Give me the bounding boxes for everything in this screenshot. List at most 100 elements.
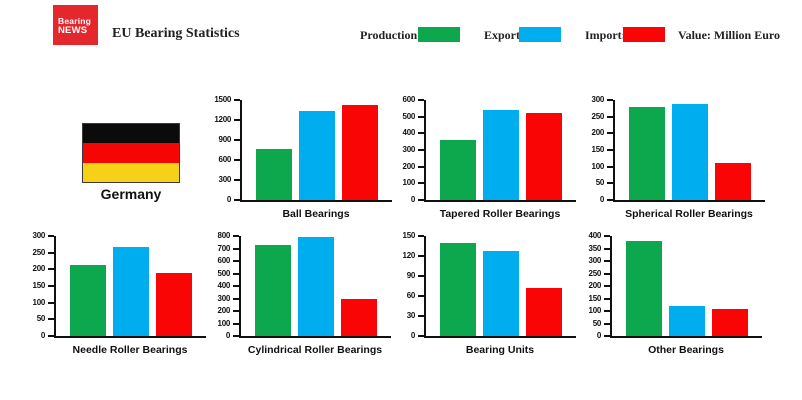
y-tick-mark [48, 335, 54, 337]
y-tick-mark [418, 335, 424, 337]
plot-area [610, 236, 762, 338]
legend-production-label: Production: [360, 28, 422, 42]
y-tick-label: 0 [40, 331, 45, 340]
y-tick-mark [233, 335, 239, 337]
flag-stripe-red [83, 143, 179, 163]
y-tick-label: 150 [402, 231, 416, 240]
chart-spherical-roller-bearings: 300 250 200 150 100 50 0 Spherical Roller Beari… [581, 92, 767, 228]
y-tick-label: 400 [402, 128, 416, 138]
bar-import [712, 309, 748, 336]
y-tick-label: 400 [217, 281, 231, 290]
y-tick-label: 200 [588, 281, 602, 290]
y-tick-label: 150 [588, 293, 602, 303]
y-tick-label: 250 [591, 111, 605, 121]
bar-export [298, 237, 334, 336]
y-tick-mark [418, 149, 424, 151]
y-tick-label: 300 [32, 231, 46, 240]
y-tick-label: 300 [218, 175, 232, 184]
y-tick-label: 400 [588, 231, 602, 240]
y-tick-mark [604, 310, 610, 312]
y-tick-mark [234, 199, 240, 201]
chart-title: Ball Bearings [282, 208, 350, 220]
y-tick-label: 1200 [214, 115, 231, 124]
y-tick-mark [234, 99, 240, 101]
legend-export-label: Export: [484, 28, 524, 42]
chart-title: Cylindrical Roller Bearings [247, 344, 383, 356]
y-tick-mark [607, 165, 613, 168]
flag-stripe-black [83, 124, 179, 144]
chart-title: Other Bearings [648, 344, 724, 356]
bar-import [341, 299, 377, 336]
y-tick-label: 600 [402, 95, 416, 104]
logo-line1: Bearing [58, 16, 92, 26]
chart-other-bearings: 400 350 300 250 200 150 100 50 0 Other Bearings [578, 228, 764, 364]
y-tick-mark [418, 275, 424, 277]
bar-import [715, 163, 751, 200]
y-tick-mark [418, 315, 424, 317]
y-tick-label: 500 [217, 268, 231, 278]
country-name: Germany [100, 186, 162, 202]
y-tick-label: 100 [217, 318, 231, 328]
y-tick-label: 0 [225, 331, 230, 340]
y-tick-label: 600 [217, 256, 231, 265]
y-tick-label: 250 [588, 268, 602, 278]
plot-area [54, 236, 206, 338]
y-tick-mark [607, 132, 613, 135]
y-tick-label: 200 [591, 128, 605, 138]
y-tick-mark [418, 99, 424, 101]
bar-import [526, 113, 562, 200]
bar-export [113, 247, 149, 336]
y-tick-label: 350 [588, 243, 602, 253]
y-tick-label: 0 [226, 195, 231, 204]
y-tick-label: 0 [596, 331, 601, 340]
bar-production [440, 243, 476, 336]
y-tick-label: 90 [406, 271, 416, 280]
y-tick-mark [604, 297, 610, 300]
y-tick-mark [418, 235, 424, 237]
y-tick-label: 900 [218, 135, 232, 144]
y-tick-label: 0 [599, 195, 604, 204]
chart-title: Spherical Roller Bearings [625, 208, 753, 220]
y-tick-mark [48, 235, 54, 237]
y-tick-mark [607, 99, 613, 101]
y-tick-mark [234, 159, 240, 161]
y-tick-label: 0 [410, 195, 415, 204]
bar-import [156, 273, 192, 336]
bar-export [672, 104, 708, 200]
y-tick-label: 250 [32, 247, 46, 257]
bar-export [483, 110, 519, 200]
y-tick-label: 100 [591, 161, 605, 171]
bar-export [483, 251, 519, 336]
y-tick-mark [233, 235, 239, 237]
legend-export-swatch [519, 27, 561, 42]
legend-import-swatch [623, 27, 665, 42]
germany-flag [82, 123, 180, 183]
chart-title: Needle Roller Bearings [72, 344, 188, 356]
y-tick-mark [607, 115, 613, 118]
legend-production-swatch [418, 27, 460, 42]
y-tick-mark [48, 285, 54, 287]
y-tick-mark [233, 310, 239, 312]
y-tick-mark [604, 285, 610, 287]
plot-area [240, 100, 392, 202]
logo-line2: NEWS [58, 24, 88, 36]
chart-ball-bearings: 1500 1200 900 600 300 0 Ball Bearings [208, 92, 394, 228]
y-tick-mark [607, 149, 613, 151]
y-tick-label: 200 [402, 161, 416, 171]
y-tick-mark [607, 199, 613, 201]
y-tick-mark [604, 322, 610, 325]
bar-production [255, 245, 291, 336]
y-tick-label: 0 [410, 331, 415, 340]
y-tick-label: 600 [218, 155, 232, 164]
y-tick-mark [233, 247, 239, 250]
bar-import [342, 105, 378, 200]
y-tick-mark [234, 119, 240, 121]
y-tick-mark [418, 199, 424, 201]
y-tick-mark [233, 297, 239, 300]
y-tick-mark [607, 182, 613, 185]
y-tick-label: 50 [36, 314, 46, 324]
page-title: EU Bearing Statistics [112, 26, 240, 41]
y-tick-mark [418, 182, 424, 185]
y-tick-mark [418, 115, 424, 118]
